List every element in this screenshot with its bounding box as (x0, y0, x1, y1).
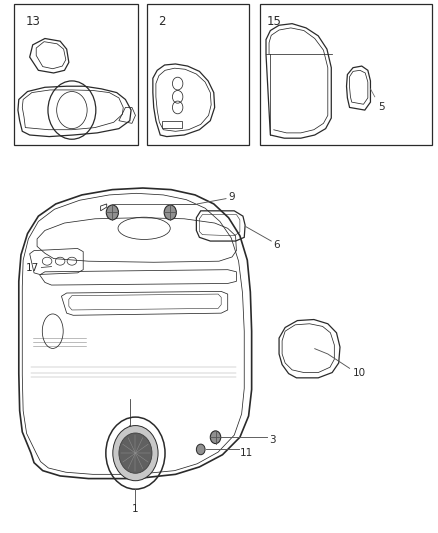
Circle shape (106, 205, 118, 220)
Bar (260, 4, 432, 144)
Text: 10: 10 (353, 368, 366, 377)
Bar (147, 4, 250, 144)
Text: 5: 5 (378, 102, 385, 112)
Text: 1: 1 (132, 504, 139, 514)
Circle shape (210, 431, 221, 443)
Circle shape (119, 433, 152, 473)
Text: 17: 17 (26, 263, 39, 272)
Circle shape (196, 444, 205, 455)
Circle shape (164, 205, 177, 220)
Text: 6: 6 (273, 240, 280, 251)
Text: 9: 9 (229, 191, 235, 201)
Circle shape (113, 425, 158, 481)
Text: 15: 15 (267, 14, 282, 28)
Text: 13: 13 (25, 14, 40, 28)
Text: 2: 2 (158, 14, 166, 28)
Bar (14, 4, 138, 144)
Text: 3: 3 (270, 435, 276, 446)
Text: 11: 11 (240, 448, 254, 458)
